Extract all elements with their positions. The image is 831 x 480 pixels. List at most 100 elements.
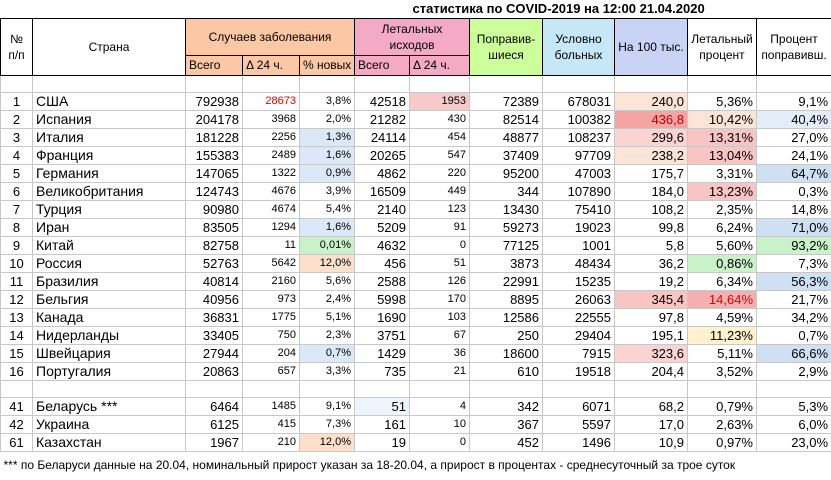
- value-cell: 10: [0, 253, 33, 273]
- value-cell: 13: [0, 307, 33, 327]
- empty-cell: [755, 379, 831, 398]
- value-cell: 0: [409, 235, 470, 255]
- value-cell: 24114: [354, 127, 410, 147]
- empty-cell: [687, 379, 757, 398]
- empty-cell: [409, 74, 470, 93]
- value-cell: 9,1%: [299, 396, 355, 416]
- value-cell: 2: [0, 109, 33, 129]
- value-cell: 124743: [185, 181, 243, 201]
- data-row: 12 Бельгия 40956 973 2,4% 5998 170 8895 26063 345…: [0, 289, 831, 309]
- value-cell: 37409: [469, 145, 543, 165]
- value-cell: 4674: [242, 199, 300, 219]
- data-row: 15 Швейцария 27944 204 0,7% 1429 36 18600 7915 32…: [0, 343, 831, 363]
- value-cell: 250: [469, 325, 543, 345]
- value-cell: 456: [354, 253, 410, 273]
- value-cell: 95200: [469, 163, 543, 183]
- empty-cell: [242, 74, 300, 93]
- value-cell: 17,0: [614, 414, 688, 434]
- value-cell: 3873: [469, 253, 543, 273]
- country-cell: Турция: [32, 199, 186, 219]
- value-cell: 2,63%: [687, 414, 757, 434]
- value-cell: 5597: [542, 414, 615, 434]
- empty-cell: [0, 74, 33, 93]
- country-cell: Швейцария: [32, 343, 186, 363]
- value-cell: 93,2%: [755, 235, 831, 255]
- value-cell: 82514: [469, 109, 543, 129]
- value-cell: 367: [469, 414, 543, 434]
- value-cell: 6464: [185, 396, 243, 416]
- value-cell: 5,3%: [755, 396, 831, 416]
- value-cell: 3,8%: [299, 91, 355, 111]
- header-cell: Условно больных: [542, 17, 615, 76]
- subheader-cell: Δ 24 ч.: [242, 54, 300, 76]
- value-cell: 11: [0, 271, 33, 291]
- header-cell: Случаев заболевания: [185, 17, 355, 56]
- empty-cell: [542, 379, 615, 398]
- value-cell: 0,79%: [687, 396, 757, 416]
- empty-cell: [542, 74, 615, 93]
- value-cell: 123: [409, 199, 470, 219]
- country-cell: Бразилия: [32, 271, 186, 291]
- value-cell: 10,9: [614, 432, 688, 452]
- value-cell: 1,6%: [299, 217, 355, 237]
- value-cell: 7,3%: [755, 253, 831, 273]
- value-cell: 4676: [242, 181, 300, 201]
- value-cell: 0,01%: [299, 235, 355, 255]
- value-cell: 973: [242, 289, 300, 309]
- empty-cell: [32, 74, 186, 93]
- value-cell: 21,7%: [755, 289, 831, 309]
- value-cell: 13,31%: [687, 127, 757, 147]
- value-cell: 210: [242, 432, 300, 452]
- value-cell: 547: [409, 145, 470, 165]
- country-cell: Испания: [32, 109, 186, 129]
- data-row: 16 Португалия 20863 657 3,3% 735 21 610 19518 204…: [0, 361, 831, 381]
- value-cell: 42518: [354, 91, 410, 111]
- value-cell: 9: [0, 235, 33, 255]
- value-cell: 6,34%: [687, 271, 757, 291]
- header-cell: Летальных исходов: [354, 17, 470, 56]
- value-cell: 454: [409, 127, 470, 147]
- foot-row: *** по Беларуси данные на 20.04, номинал…: [1, 451, 831, 479]
- empty-cell: [354, 74, 410, 93]
- data-row: 1 США 792938 28673 3,8% 42518 1953 72389 678031 2…: [0, 91, 831, 111]
- value-cell: 67: [409, 325, 470, 345]
- value-cell: 7915: [542, 343, 615, 363]
- value-cell: 40814: [185, 271, 243, 291]
- value-cell: 170: [409, 289, 470, 309]
- value-cell: 15: [0, 343, 33, 363]
- empty-cell: [469, 379, 543, 398]
- value-cell: 52763: [185, 253, 243, 273]
- value-cell: 14,8%: [755, 199, 831, 219]
- value-cell: 155383: [185, 145, 243, 165]
- value-cell: 22991: [469, 271, 543, 291]
- value-cell: 99,8: [614, 217, 688, 237]
- value-cell: 51: [354, 396, 410, 416]
- value-cell: 71,0%: [755, 217, 831, 237]
- value-cell: 610: [469, 361, 543, 381]
- value-cell: 1953: [409, 91, 470, 111]
- value-cell: 33405: [185, 325, 243, 345]
- empty-cell: [614, 74, 688, 93]
- value-cell: 4632: [354, 235, 410, 255]
- data-row: 5 Германия 147065 1322 0,9% 4862 220 95200 47003…: [0, 163, 831, 183]
- data-row: 6 Великобритания 124743 4676 3,9% 16509 449 344…: [0, 181, 831, 201]
- empty-cell: [0, 379, 33, 398]
- value-cell: 103: [409, 307, 470, 327]
- blank-row: [0, 379, 831, 398]
- value-cell: 344: [469, 181, 543, 201]
- subheader-cell: Δ 24 ч.: [409, 54, 470, 76]
- value-cell: 2,3%: [299, 325, 355, 345]
- value-cell: 75410: [542, 199, 615, 219]
- value-cell: 4862: [354, 163, 410, 183]
- value-cell: 2,9%: [755, 361, 831, 381]
- data-row: 4 Франция 155383 2489 1,6% 20265 547 37409 97709…: [0, 145, 831, 165]
- value-cell: 3751: [354, 325, 410, 345]
- empty-cell: [687, 74, 757, 93]
- value-cell: 161: [354, 414, 410, 434]
- data-row: 3 Италия 181228 2256 1,3% 24114 454 48877 108237…: [0, 127, 831, 147]
- value-cell: 1429: [354, 343, 410, 363]
- value-cell: 1690: [354, 307, 410, 327]
- value-cell: 18600: [469, 343, 543, 363]
- value-cell: 2160: [242, 271, 300, 291]
